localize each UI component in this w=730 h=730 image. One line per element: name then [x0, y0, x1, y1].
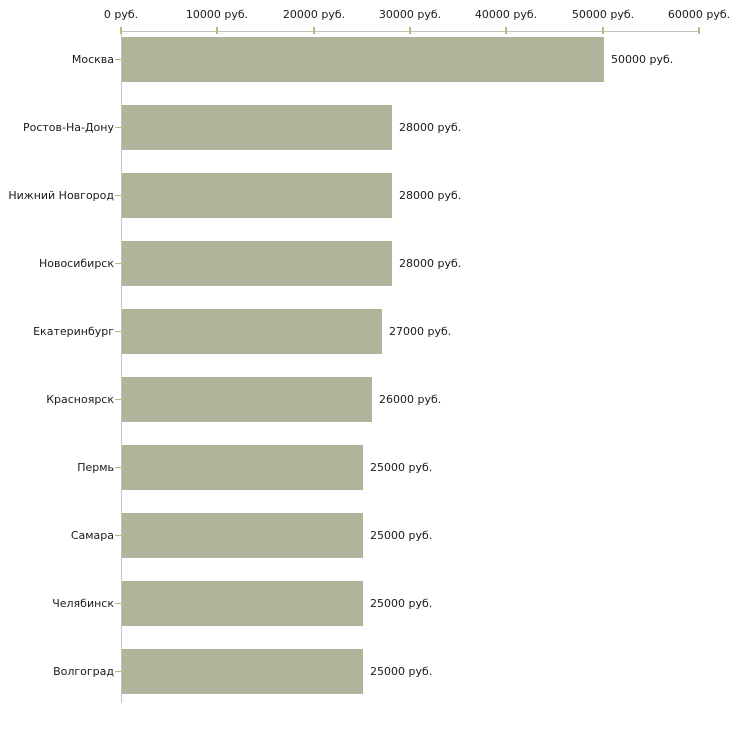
bar [122, 445, 363, 490]
bar [122, 513, 363, 558]
value-label: 25000 руб. [370, 461, 433, 474]
bar [122, 377, 372, 422]
y-axis-tick-mark [115, 535, 121, 536]
category-label: Москва [71, 53, 114, 66]
y-axis-tick-mark [115, 195, 121, 196]
category-label: Новосибирск [38, 257, 114, 270]
bar [122, 37, 604, 82]
x-axis-tick-mark [409, 27, 411, 34]
x-axis-tick-label: 10000 руб. [185, 8, 249, 21]
x-axis-tick-mark [216, 27, 218, 34]
value-label: 25000 руб. [370, 597, 433, 610]
category-label: Пермь [77, 461, 114, 474]
x-axis-tick-mark [505, 27, 507, 34]
x-axis-tick-label: 60000 руб. [667, 8, 730, 21]
y-axis-tick-mark [115, 603, 121, 604]
value-label: 28000 руб. [399, 189, 462, 202]
y-axis-tick-mark [115, 59, 121, 60]
value-label: 26000 руб. [379, 393, 442, 406]
value-label: 28000 руб. [399, 121, 462, 134]
x-axis-tick-mark [602, 27, 604, 34]
value-label: 27000 руб. [389, 325, 452, 338]
value-label: 28000 руб. [399, 257, 462, 270]
x-axis-tick-label: 30000 руб. [378, 8, 442, 21]
y-axis-tick-mark [115, 331, 121, 332]
y-axis-tick-mark [115, 399, 121, 400]
bar [122, 173, 392, 218]
category-label: Челябинск [52, 597, 114, 610]
value-label: 25000 руб. [370, 665, 433, 678]
y-axis-tick-mark [115, 263, 121, 264]
x-axis-tick-mark [313, 27, 315, 34]
bar [122, 649, 363, 694]
y-axis-tick-mark [115, 671, 121, 672]
category-label: Ростов-На-Дону [22, 121, 114, 134]
x-axis-tick-label: 40000 руб. [474, 8, 538, 21]
value-label: 50000 руб. [611, 53, 674, 66]
y-axis-tick-mark [115, 467, 121, 468]
y-axis-line [121, 31, 122, 703]
category-label: Екатеринбург [33, 325, 114, 338]
x-axis-tick-label: 0 руб. [103, 8, 139, 21]
x-axis-tick-label: 20000 руб. [282, 8, 346, 21]
value-label: 25000 руб. [370, 529, 433, 542]
x-axis-tick-mark [698, 27, 700, 34]
bar [122, 105, 392, 150]
category-label: Нижний Новгород [8, 189, 114, 202]
y-axis-tick-mark [115, 127, 121, 128]
bar [122, 241, 392, 286]
bar [122, 581, 363, 626]
bar [122, 309, 382, 354]
category-label: Красноярск [46, 393, 114, 406]
category-label: Самара [70, 529, 114, 542]
x-axis-tick-mark [120, 27, 122, 34]
category-label: Волгоград [53, 665, 114, 678]
x-axis-tick-label: 50000 руб. [571, 8, 635, 21]
